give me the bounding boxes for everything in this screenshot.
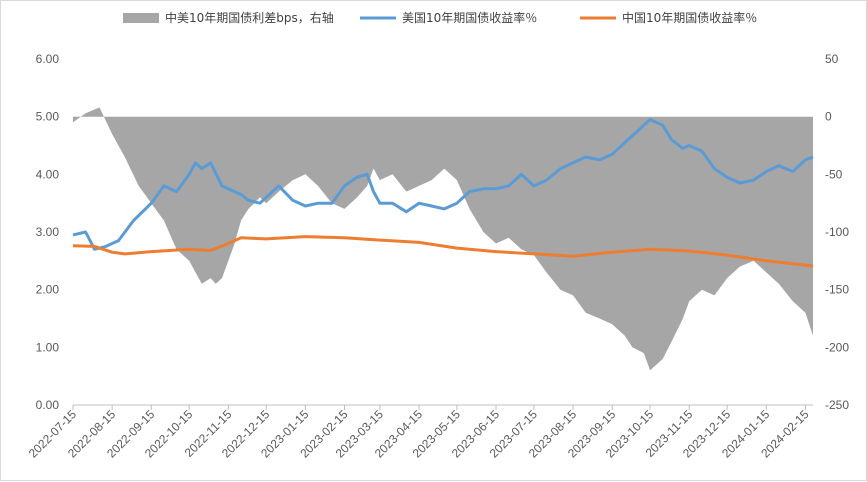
y-left-tick-label: 3.00 bbox=[36, 225, 60, 239]
line-layer bbox=[72, 118, 814, 268]
area-layer bbox=[73, 107, 813, 371]
y-axis-left: 6.00 5.00 4.00 3.00 2.00 1.00 0.00 bbox=[36, 52, 60, 412]
cn-yield-line bbox=[72, 235, 814, 268]
spread-area bbox=[73, 107, 813, 371]
y-left-tick-label: 1.00 bbox=[36, 340, 60, 354]
y-right-tick-label: -150 bbox=[825, 283, 849, 297]
legend-swatch-spread bbox=[123, 13, 159, 23]
legend-label: 美国10年期国债收益率％ bbox=[402, 10, 537, 25]
legend-label: 中国10年期国债收益率％ bbox=[622, 10, 757, 25]
y-right-tick-label: 50 bbox=[825, 52, 839, 66]
legend-label: 中美10年期国债利差bps，右轴 bbox=[165, 10, 334, 25]
us-yield-line bbox=[72, 118, 814, 251]
y-right-tick-label: 0 bbox=[825, 110, 832, 124]
y-axis-right: 50 0 -50 -100 -150 -200 -250 bbox=[825, 52, 849, 412]
y-right-tick-label: -100 bbox=[825, 225, 849, 239]
y-right-tick-label: -200 bbox=[825, 340, 849, 354]
x-axis: 2022-07-152022-08-152022-09-152022-10-15… bbox=[26, 404, 813, 461]
y-right-tick-label: -50 bbox=[825, 167, 843, 181]
y-left-tick-label: 2.00 bbox=[36, 283, 60, 297]
y-right-tick-label: -250 bbox=[825, 398, 849, 412]
legend: 中美10年期国债利差bps，右轴 美国10年期国债收益率％ 中国10年期国债收益率％ bbox=[123, 10, 757, 25]
y-left-tick-label: 6.00 bbox=[36, 52, 60, 66]
y-left-tick-label: 4.00 bbox=[36, 167, 60, 181]
y-left-tick-label: 5.00 bbox=[36, 110, 60, 124]
y-left-tick-label: 0.00 bbox=[36, 398, 60, 412]
